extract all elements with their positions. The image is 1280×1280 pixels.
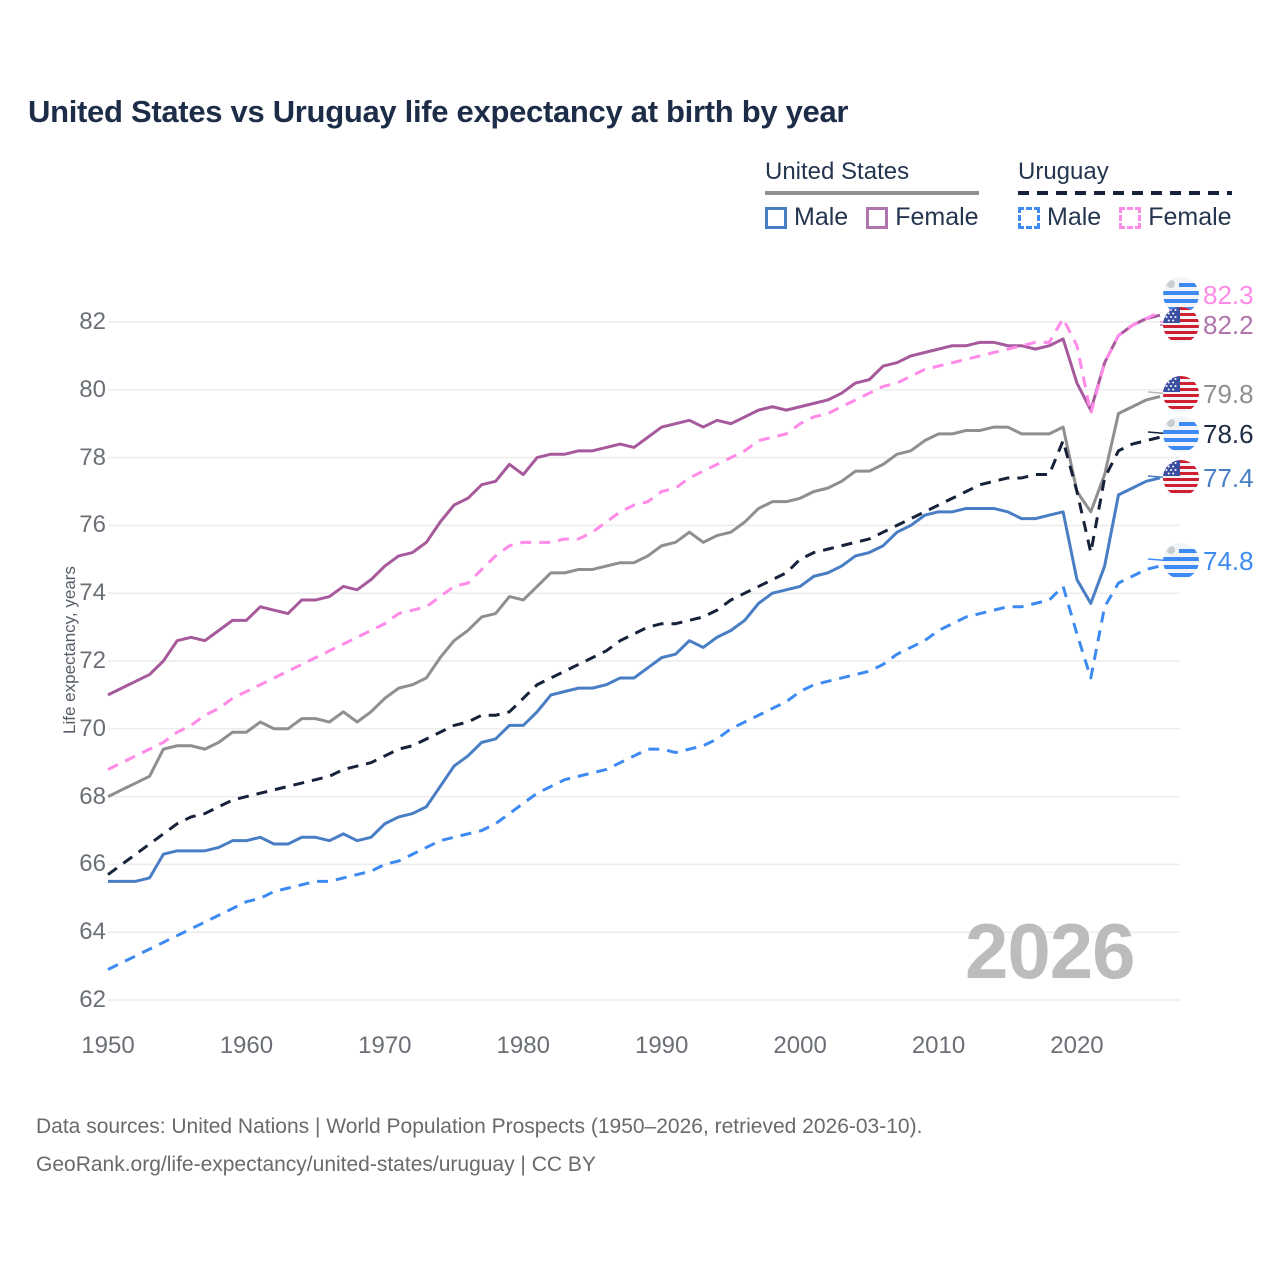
y-tick-label: 64 bbox=[79, 918, 106, 946]
end-label-us_male: 77.4 bbox=[1163, 460, 1254, 496]
end-label-value: 78.6 bbox=[1203, 418, 1254, 449]
end-label-uruguay_male: 74.8 bbox=[1163, 543, 1254, 579]
year-watermark: 2026 bbox=[965, 907, 1136, 995]
chart-legend: United States Male Female Uruguay Male bbox=[760, 158, 1260, 243]
x-tick-label: 1990 bbox=[634, 1032, 689, 1059]
legend-rule-solid bbox=[765, 191, 979, 195]
x-tick-label: 1970 bbox=[358, 1032, 412, 1059]
y-tick-label: 66 bbox=[79, 850, 106, 878]
legend-item-label: Male bbox=[794, 203, 849, 231]
y-tick-label: 76 bbox=[79, 511, 106, 539]
legend-swatch-icon bbox=[1018, 206, 1040, 229]
end-label-uruguay_female: 82.3 bbox=[1163, 277, 1254, 313]
end-label-value: 82.3 bbox=[1203, 279, 1254, 310]
footer-attribution: Data sources: United Nations | World Pop… bbox=[36, 1108, 922, 1184]
legend-item-label: Female bbox=[895, 203, 979, 231]
y-axis-ticks: 62 64 66 68 70 72 74 76 78 80 82 bbox=[46, 0, 106, 1280]
legend-rule-dashed bbox=[1018, 191, 1232, 195]
y-tick-label: 72 bbox=[79, 647, 106, 674]
footer-line-url[interactable]: GeoRank.org/life-expectancy/united-state… bbox=[36, 1153, 596, 1176]
uruguay-flag-icon bbox=[1163, 416, 1199, 452]
uruguay-flag-icon bbox=[1163, 277, 1199, 313]
y-tick-label: 82 bbox=[79, 308, 106, 335]
page-title: United States vs Uruguay life expectancy… bbox=[28, 94, 849, 129]
series-end-labels: 82.3 82.2 79.8 78.6 77.4 74.8 bbox=[1163, 0, 1280, 1280]
end-label-uruguay_total: 78.6 bbox=[1163, 416, 1254, 452]
legend-group-united-states: United States Male Female bbox=[765, 158, 979, 232]
end-label-value: 79.8 bbox=[1203, 378, 1254, 409]
x-tick-label: 2020 bbox=[1050, 1032, 1104, 1059]
legend-item-uruguay-male[interactable]: Male bbox=[1018, 203, 1101, 232]
y-tick-label: 68 bbox=[79, 782, 106, 810]
x-tick-label: 1980 bbox=[496, 1032, 550, 1059]
united-states-flag-icon bbox=[1163, 307, 1199, 343]
series-line-us_total bbox=[107, 395, 1161, 798]
legend-swatch-icon bbox=[866, 206, 889, 229]
united-states-flag-icon bbox=[1163, 460, 1199, 496]
series-line-uruguay_male bbox=[107, 564, 1161, 971]
legend-country-label: United States bbox=[765, 158, 910, 185]
legend-group-uruguay: Uruguay Male Female bbox=[1018, 158, 1232, 232]
x-axis-ticks: 1950 1960 1970 1980 1990 2000 2010 2020 bbox=[0, 1032, 1280, 1066]
x-tick-label: 1960 bbox=[219, 1032, 274, 1059]
y-tick-label: 62 bbox=[79, 986, 106, 1013]
uruguay-flag-icon bbox=[1163, 543, 1199, 579]
legend-swatch-icon bbox=[765, 206, 787, 229]
end-label-us_total: 79.8 bbox=[1163, 376, 1254, 412]
x-tick-label: 2000 bbox=[773, 1032, 827, 1059]
end-label-value: 82.2 bbox=[1203, 309, 1254, 340]
y-tick-label: 80 bbox=[79, 375, 106, 403]
y-tick-label: 74 bbox=[79, 579, 106, 607]
legend-item-uruguay-female[interactable]: Female bbox=[1119, 203, 1232, 232]
end-label-us_female: 82.2 bbox=[1163, 307, 1254, 343]
united-states-flag-icon bbox=[1163, 376, 1199, 412]
legend-item-us-female[interactable]: Female bbox=[866, 203, 979, 232]
y-tick-label: 70 bbox=[79, 714, 106, 742]
series-line-uruguay_total bbox=[107, 435, 1161, 876]
legend-item-us-male[interactable]: Male bbox=[765, 203, 848, 232]
series-line-uruguay_female bbox=[107, 310, 1161, 771]
x-tick-label: 2010 bbox=[911, 1032, 966, 1059]
y-tick-label: 78 bbox=[79, 443, 106, 471]
legend-swatch-icon bbox=[1119, 206, 1142, 229]
legend-item-label: Male bbox=[1047, 203, 1102, 231]
x-tick-label: 1950 bbox=[81, 1032, 135, 1059]
end-label-value: 74.8 bbox=[1203, 545, 1254, 576]
series-line-us_male bbox=[108, 476, 1161, 883]
series-line-us_female bbox=[107, 313, 1161, 697]
end-label-value: 77.4 bbox=[1203, 462, 1254, 493]
legend-item-label: Female bbox=[1148, 203, 1232, 231]
footer-line-sources: Data sources: United Nations | World Pop… bbox=[36, 1115, 923, 1138]
legend-country-label: Uruguay bbox=[1018, 158, 1109, 185]
